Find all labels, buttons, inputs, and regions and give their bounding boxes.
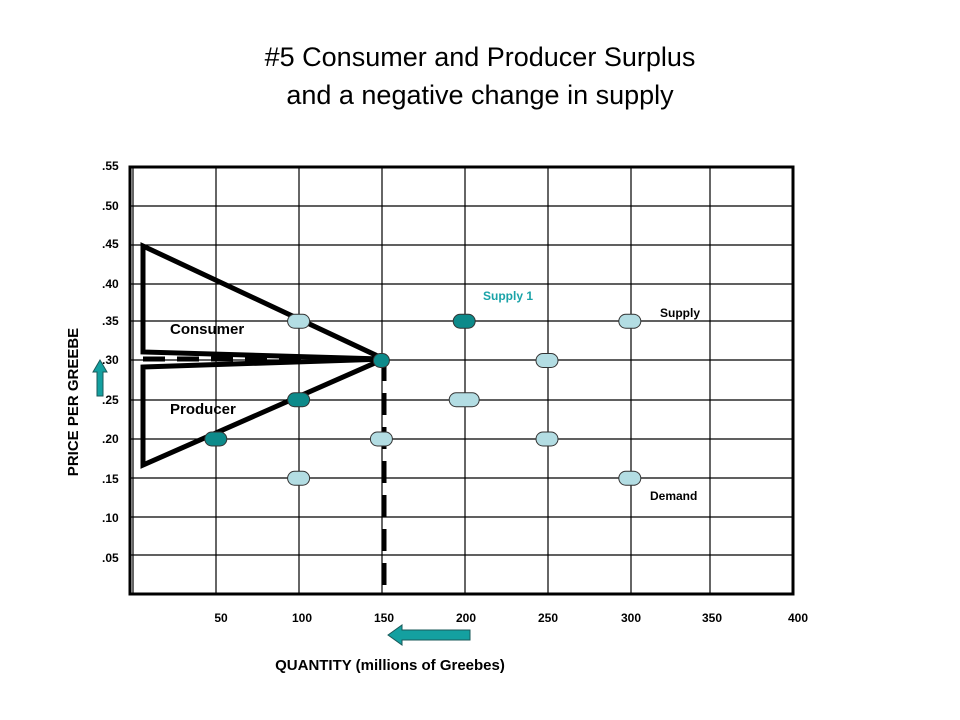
- y-tick-label: .10: [102, 511, 119, 525]
- x-tick-label: 100: [292, 611, 312, 625]
- y-tick-label: .55: [102, 159, 119, 173]
- title-line-1: #5 Consumer and Producer Surplus: [264, 42, 696, 72]
- x-axis-title: QUANTITY (millions of Greebes): [275, 657, 505, 674]
- x-tick-label: 150: [374, 611, 394, 625]
- supply1-point: [452, 313, 476, 329]
- y-tick-label: .45: [102, 237, 119, 251]
- x-tick-label: 400: [788, 611, 808, 625]
- supply-label: Supply: [660, 306, 700, 320]
- y-tick-label: .50: [102, 199, 119, 213]
- supply1-point: [204, 431, 228, 447]
- supply1-point: [372, 353, 390, 368]
- y-tick-label: .05: [102, 551, 119, 565]
- supply1-point: [287, 392, 311, 408]
- supply-point: [535, 353, 559, 368]
- producer-label: Producer: [170, 401, 236, 418]
- y-axis-title: PRICE PER GREEBE: [65, 328, 82, 476]
- demand-label: Demand: [650, 489, 697, 503]
- plot-frame: [128, 165, 795, 596]
- y-tick-label: .15: [102, 472, 119, 486]
- demand-point: [287, 470, 311, 486]
- x-tick-label: 200: [456, 611, 476, 625]
- x-tick-label: 250: [538, 611, 558, 625]
- x-tick-label: 350: [702, 611, 722, 625]
- x-tick-label: 300: [621, 611, 641, 625]
- left-arrow-icon: [387, 624, 471, 646]
- title-line-2: and a negative change in supply: [286, 80, 674, 110]
- producer-surplus-triangle: [140, 356, 386, 469]
- up-arrow-icon: [92, 359, 108, 397]
- demand-point: [618, 470, 642, 486]
- demand-point: [535, 431, 559, 447]
- demand-point: [287, 313, 311, 329]
- x-tick-label: 50: [214, 611, 228, 625]
- y-tick-label: .35: [102, 314, 119, 328]
- supply1-label: Supply 1: [483, 289, 533, 303]
- y-tick-label: .25: [102, 393, 119, 407]
- supply-point: [618, 313, 642, 329]
- consumer-label: Consumer: [170, 321, 244, 338]
- consumer-surplus-triangle: [140, 242, 386, 362]
- supply-point: [448, 392, 480, 408]
- chart-title: #5 Consumer and Producer Surplus and a n…: [0, 38, 960, 114]
- supply-point: [369, 431, 393, 447]
- y-tick-label: .40: [102, 277, 119, 291]
- y-tick-label: .20: [102, 432, 119, 446]
- y-tick-label: .30: [102, 353, 119, 367]
